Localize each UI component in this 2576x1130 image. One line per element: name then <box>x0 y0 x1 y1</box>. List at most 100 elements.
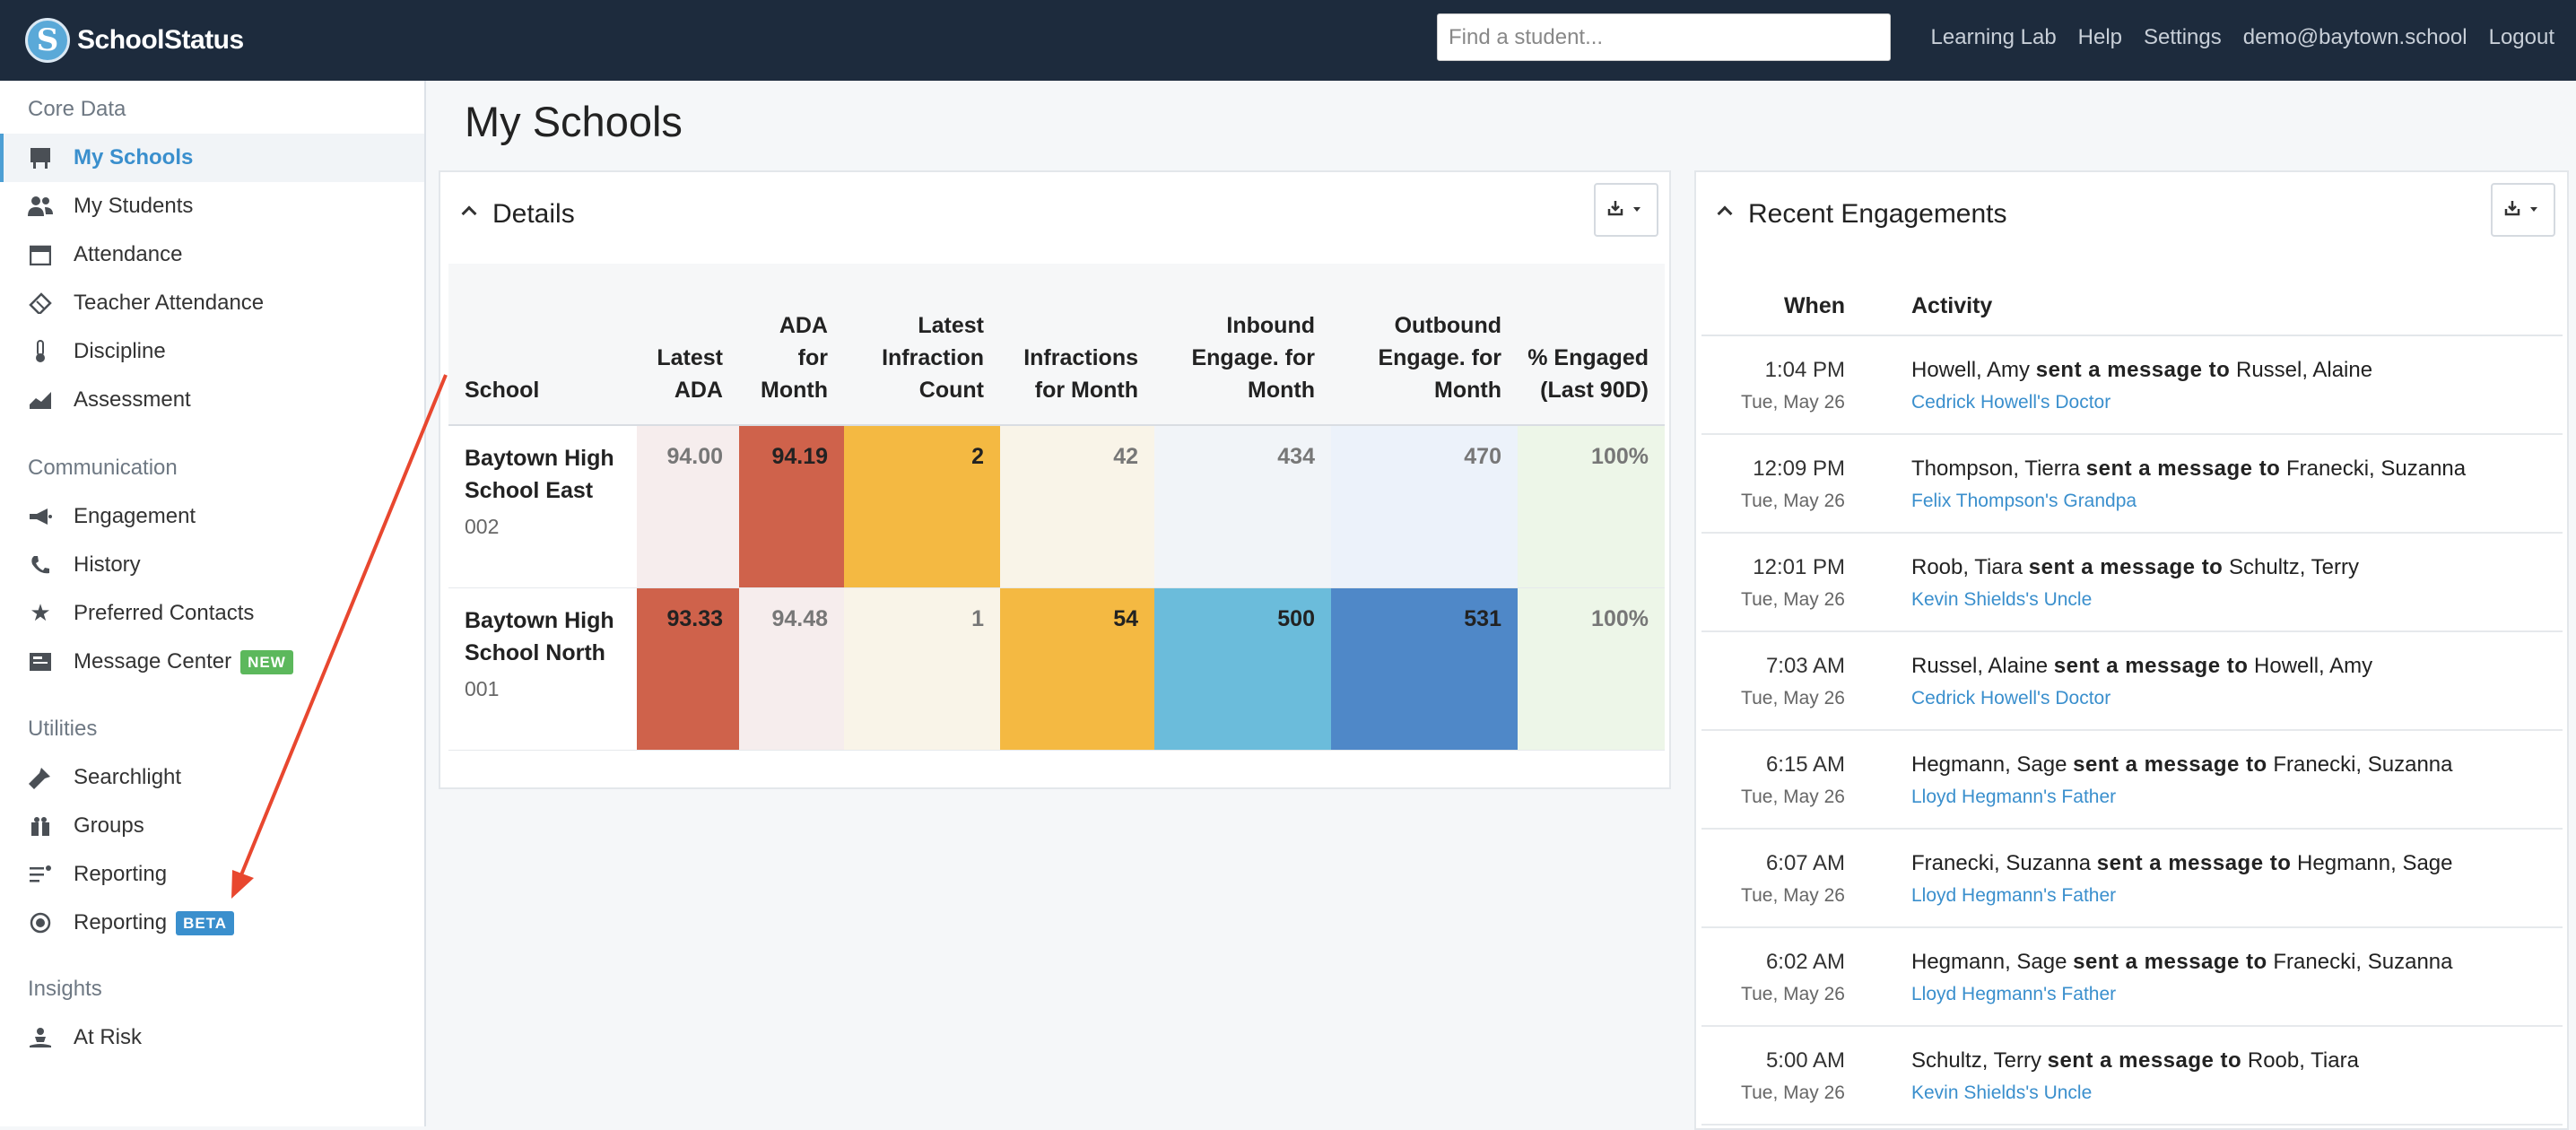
sender-name: Schultz, Terry <box>1911 1048 2041 1073</box>
sidebar-item-searchlight[interactable]: Searchlight <box>0 753 424 802</box>
details-panel: Details School Latest ADA ADA for Month … <box>439 170 1671 789</box>
engagement-time: 6:02 AM <box>1765 950 1845 974</box>
engagements-panel-header[interactable]: Recent Engagements <box>1696 172 2567 253</box>
collapse-chevron-icon[interactable] <box>461 205 477 222</box>
sidebar-item-label: Teacher Attendance <box>74 291 265 315</box>
sidebar-item-reporting[interactable]: Reporting <box>0 850 424 899</box>
download-icon <box>1607 200 1640 215</box>
activity-cell: Russel, Alaine sent a message to Howell,… <box>1911 631 2563 731</box>
sender-name: Hegmann, Sage <box>1911 950 2067 974</box>
sidebar-item-teacher-attendance[interactable]: Teacher Attendance <box>0 279 424 327</box>
sidebar-item-message-center[interactable]: Message Center NEW <box>0 638 424 686</box>
table-row: 1:04 PM Tue, May 26 Howell, Amy sent a mes… <box>1701 335 2563 435</box>
sidebar-item-at-risk[interactable]: At Risk <box>0 1013 424 1062</box>
sidebar: Core Data My Schools My Students Attenda… <box>0 81 426 1126</box>
table-row: 12:09 PM Tue, May 26 Thompson, Tierra sent… <box>1701 434 2563 534</box>
outbound-engage-cell: 531 <box>1331 587 1518 751</box>
ada-for-month-cell: 94.19 <box>739 425 844 588</box>
school-cell[interactable]: Baytown High School North 001 <box>448 587 637 751</box>
activity-cell: Schultz, Terry sent a message to Roob, T… <box>1911 1026 2563 1126</box>
contact-link[interactable]: Felix Thompson's Grandpa <box>1911 491 2137 511</box>
table-row: 6:02 AM Tue, May 26 Hegmann, Sage sent a m… <box>1701 927 2563 1027</box>
sidebar-section-utilities: Utilities <box>28 717 98 741</box>
learning-lab-link[interactable]: Learning Lab <box>1930 25 2057 49</box>
groups-icon <box>28 813 53 839</box>
latest-infraction-count-cell: 2 <box>844 425 1000 588</box>
details-download-button[interactable] <box>1594 183 1658 237</box>
column-header-latest-ada[interactable]: Latest ADA <box>637 264 739 426</box>
thermometer-icon <box>28 339 53 364</box>
sidebar-item-preferred-contacts[interactable]: ★ Preferred Contacts <box>0 589 424 638</box>
school-cell[interactable]: Baytown High School East 002 <box>448 425 637 588</box>
latest-ada-cell: 93.33 <box>637 587 739 751</box>
activity-verb: sent a message to <box>2096 851 2292 875</box>
area-chart-icon <box>28 387 53 413</box>
sidebar-item-attendance[interactable]: Attendance <box>0 230 424 279</box>
sidebar-item-label: At Risk <box>74 1025 143 1049</box>
activity-text: Howell, Amy sent a message to Russel, Al… <box>1911 354 2563 387</box>
details-panel-header[interactable]: Details <box>440 172 1669 253</box>
sidebar-item-discipline[interactable]: Discipline <box>0 327 424 376</box>
sidebar-item-my-students[interactable]: My Students <box>0 182 424 230</box>
table-row: Baytown High School East 002 94.00 94.19 … <box>448 425 1665 588</box>
column-header-school[interactable]: School <box>448 264 637 426</box>
engagement-date: Tue, May 26 <box>1741 787 1845 807</box>
sidebar-item-my-schools[interactable]: My Schools <box>0 134 424 182</box>
table-row: 5:00 AM Tue, May 26 Schultz, Terry sent a … <box>1701 1026 2563 1126</box>
person-at-risk-icon <box>28 1025 53 1050</box>
column-header-percent-engaged[interactable]: % Engaged (Last 90D) <box>1518 264 1665 426</box>
contact-link[interactable]: Cedrick Howell's Doctor <box>1911 688 2111 708</box>
recipient-name: Franecki, Suzanna <box>2286 456 2467 481</box>
recipient-name: Franecki, Suzanna <box>2273 950 2453 974</box>
contact-link[interactable]: Lloyd Hegmann's Father <box>1911 787 2117 807</box>
table-row: 12:01 PM Tue, May 26 Roob, Tiara sent a me… <box>1701 533 2563 632</box>
engagement-time: 6:07 AM <box>1765 851 1845 875</box>
engagements-panel-title: Recent Engagements <box>1748 199 2007 229</box>
engagements-download-button[interactable] <box>2491 183 2555 237</box>
sidebar-item-history[interactable]: History <box>0 541 424 589</box>
sidebar-item-assessment[interactable]: Assessment <box>0 376 424 424</box>
activity-cell: Howell, Amy sent a message to Russel, Al… <box>1911 335 2563 435</box>
engagement-date: Tue, May 26 <box>1741 589 1845 610</box>
activity-text: Russel, Alaine sent a message to Howell,… <box>1911 650 2563 682</box>
sidebar-item-reporting-beta[interactable]: Reporting BETA <box>0 899 424 947</box>
engagement-time: 1:04 PM <box>1764 358 1845 382</box>
download-icon <box>2504 200 2537 215</box>
engagement-date: Tue, May 26 <box>1741 688 1845 708</box>
contact-link[interactable]: Kevin Shields's Uncle <box>1911 1082 2093 1103</box>
contact-link[interactable]: Lloyd Hegmann's Father <box>1911 984 2117 1004</box>
activity-verb: sent a message to <box>2047 1048 2242 1073</box>
column-header-outbound-engage[interactable]: Outbound Engage. for Month <box>1331 264 1518 426</box>
activity-verb: sent a message to <box>2035 358 2231 382</box>
activity-text: Franecki, Suzanna sent a message to Hegm… <box>1911 848 2563 880</box>
column-header-latest-infraction-count[interactable]: Latest Infraction Count <box>844 264 1000 426</box>
column-header-infractions-for-month[interactable]: Infractions for Month <box>1000 264 1154 426</box>
recipient-name: Roob, Tiara <box>2247 1048 2359 1073</box>
collapse-chevron-icon[interactable] <box>1717 205 1733 222</box>
student-search-input[interactable] <box>1437 13 1891 61</box>
contact-link[interactable]: Kevin Shields's Uncle <box>1911 589 2093 610</box>
sidebar-item-groups[interactable]: Groups <box>0 802 424 850</box>
app-logo[interactable]: S SchoolStatus <box>25 13 244 67</box>
recent-engagements-panel: Recent Engagements When Activity 1:04 PM… <box>1694 170 2569 1130</box>
latest-ada-cell: 94.00 <box>637 425 739 588</box>
star-icon: ★ <box>30 600 51 627</box>
sidebar-item-label: Reporting <box>74 862 168 886</box>
column-header-ada-for-month[interactable]: ADA for Month <box>739 264 844 426</box>
column-header-inbound-engage[interactable]: Inbound Engage. for Month <box>1154 264 1331 426</box>
logout-link[interactable]: Logout <box>2488 25 2554 49</box>
percent-engaged-cell: 100% <box>1518 587 1665 751</box>
when-cell: 12:09 PM Tue, May 26 <box>1701 434 1911 534</box>
new-badge: NEW <box>240 650 293 675</box>
sidebar-item-label: Assessment <box>74 387 191 412</box>
settings-link[interactable]: Settings <box>2144 25 2222 49</box>
sidebar-item-engagement[interactable]: Engagement <box>0 492 424 541</box>
user-account-link[interactable]: demo@baytown.school <box>2242 25 2467 49</box>
latest-infraction-count-cell: 1 <box>844 587 1000 751</box>
contact-link[interactable]: Cedrick Howell's Doctor <box>1911 392 2111 413</box>
help-link[interactable]: Help <box>2077 25 2123 49</box>
table-row: Baytown High School North 001 93.33 94.48… <box>448 587 1665 751</box>
activity-verb: sent a message to <box>2028 555 2224 579</box>
contact-link[interactable]: Lloyd Hegmann's Father <box>1911 885 2117 906</box>
activity-cell: Franecki, Suzanna sent a message to Hegm… <box>1911 829 2563 928</box>
